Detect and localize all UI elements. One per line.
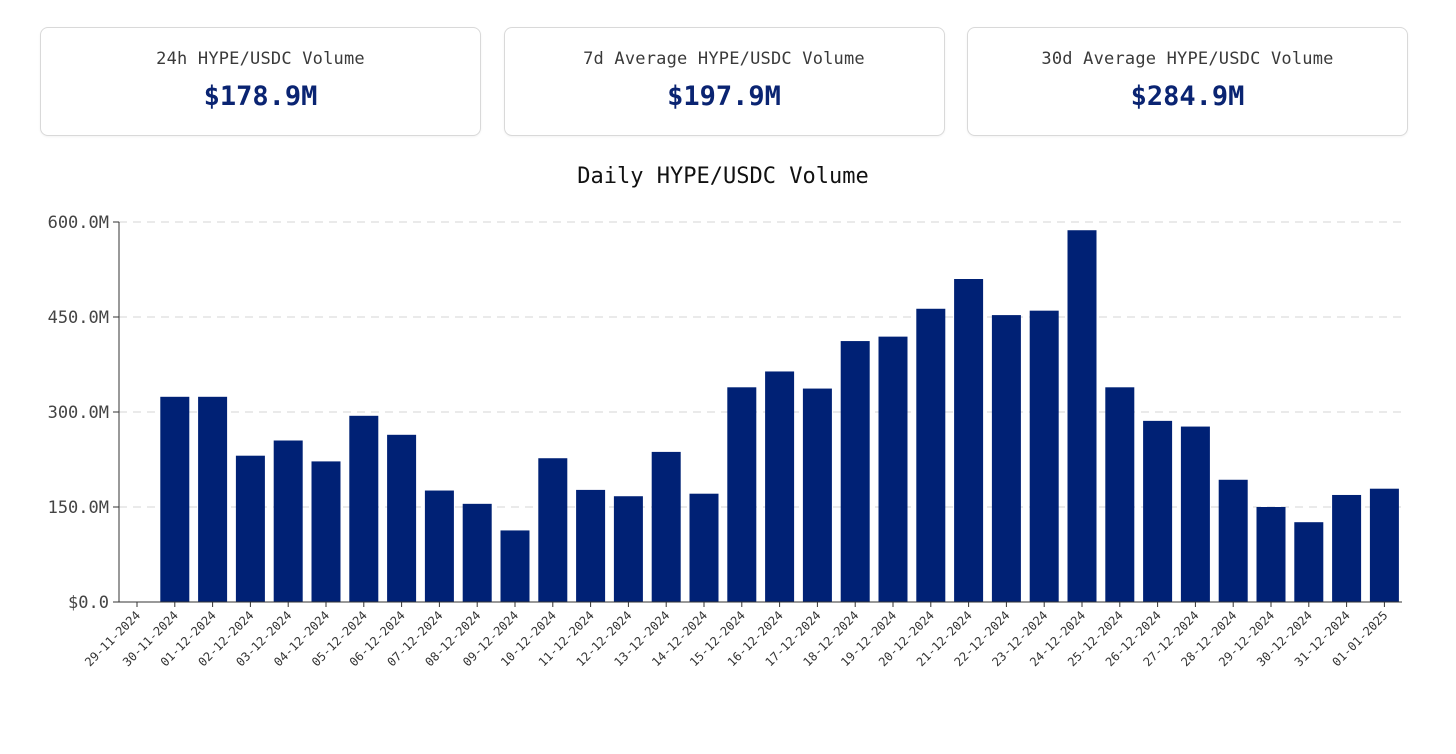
bar	[500, 530, 530, 602]
bar	[954, 279, 984, 602]
bar	[311, 461, 341, 602]
volume-30d-average-value: $284.9M	[1130, 81, 1245, 112]
bar	[1067, 230, 1097, 602]
y-tick-label: 600.0M	[48, 213, 109, 233]
bar	[689, 493, 719, 602]
bar	[1218, 479, 1248, 602]
chart-title: Daily HYPE/USDC Volume	[577, 164, 869, 189]
bar	[1029, 310, 1059, 602]
bar	[916, 308, 946, 602]
bar	[538, 458, 568, 602]
bar	[1332, 494, 1362, 602]
bar	[1105, 387, 1135, 602]
volume-24h-card: 24h HYPE/USDC Volume $178.9M	[40, 27, 481, 136]
y-tick-label: 150.0M	[48, 498, 109, 518]
bar	[802, 388, 832, 602]
volume-30d-average-label: 30d Average HYPE/USDC Volume	[1041, 49, 1334, 69]
bar	[991, 315, 1021, 602]
summary-cards: 24h HYPE/USDC Volume $178.9M 7d Average …	[40, 27, 1408, 138]
volume-7d-average-label: 7d Average HYPE/USDC Volume	[583, 49, 865, 69]
bar	[424, 490, 454, 602]
y-tick-label: $0.0	[68, 593, 109, 613]
bar	[878, 336, 908, 602]
bar	[198, 396, 228, 602]
bar	[387, 434, 417, 602]
bar	[727, 387, 757, 602]
bar	[840, 341, 870, 602]
volume-24h-label: 24h HYPE/USDC Volume	[156, 49, 365, 69]
bar	[1143, 420, 1173, 602]
bar	[765, 371, 795, 602]
bar	[349, 415, 379, 602]
volume-7d-average-card: 7d Average HYPE/USDC Volume $197.9M	[503, 27, 945, 136]
bar	[160, 396, 190, 602]
bar	[462, 503, 492, 602]
bar	[1256, 507, 1286, 602]
bar	[576, 489, 606, 602]
bar	[235, 455, 265, 602]
y-tick-label: 300.0M	[48, 403, 109, 423]
volume-7d-average-value: $197.9M	[667, 81, 781, 112]
bar	[1369, 488, 1399, 602]
bar	[1294, 522, 1324, 602]
bar	[613, 496, 643, 602]
y-tick-label: 450.0M	[48, 308, 109, 328]
bar	[1180, 426, 1210, 602]
volume-24h-value: $178.9M	[203, 81, 318, 112]
bar	[273, 440, 303, 602]
volume-30d-average-card: 30d Average HYPE/USDC Volume $284.9M	[967, 27, 1408, 136]
bar	[651, 451, 681, 602]
volume-bar-chart: $0.0150.0M300.0M450.0M600.0M29-11-202430…	[48, 213, 1402, 669]
